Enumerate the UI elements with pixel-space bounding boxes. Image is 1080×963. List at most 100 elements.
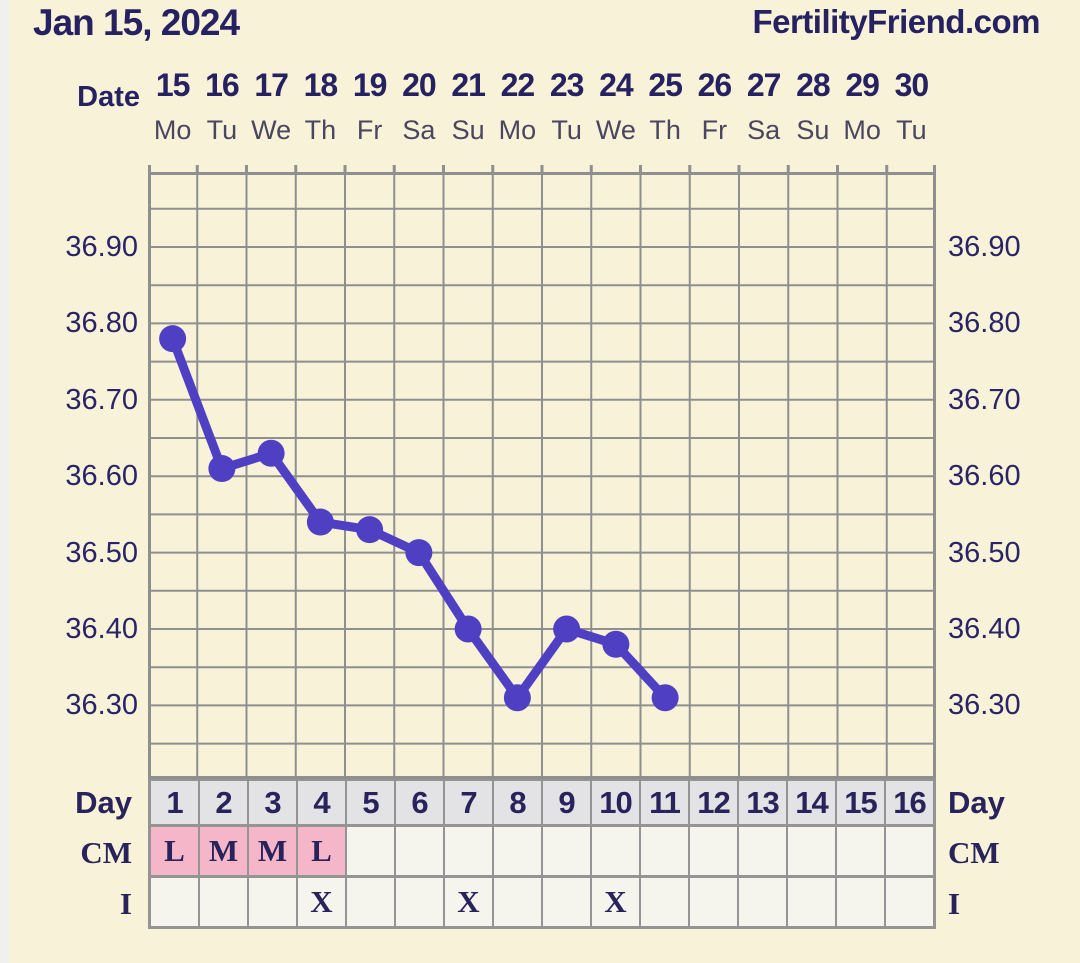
weekday-tick: We bbox=[251, 115, 292, 145]
cycle-day-cell: 7 bbox=[443, 781, 492, 824]
cycle-day-cell: 9 bbox=[541, 781, 590, 824]
date-axis-label: Date bbox=[77, 81, 140, 113]
i-row-label-left: I bbox=[119, 886, 132, 921]
intercourse-cell bbox=[541, 878, 590, 926]
weekday-tick: Tu bbox=[206, 115, 238, 145]
weekday-tick: We bbox=[595, 115, 636, 145]
date-tick: 15 bbox=[155, 67, 191, 103]
y-axis-label-left: 36.60 bbox=[65, 460, 138, 493]
cervical-mucus-cell bbox=[688, 827, 737, 875]
y-axis-label-left: 36.90 bbox=[65, 231, 138, 263]
cm-row-label-right: CM bbox=[948, 835, 1000, 870]
weekday-tick: Su bbox=[451, 115, 485, 145]
cervical-mucus-cell bbox=[639, 827, 688, 875]
date-tick: 19 bbox=[352, 67, 388, 103]
y-axis-label-left: 36.40 bbox=[65, 613, 138, 645]
temperature-point bbox=[553, 615, 581, 643]
intercourse-cell bbox=[639, 878, 688, 926]
intercourse-cell bbox=[737, 878, 786, 926]
date-tick: 18 bbox=[303, 67, 339, 103]
date-axis-row: 15 16 17 18 19 20 21 22 23 24 25 26 27 28 29 30 bbox=[148, 66, 936, 104]
site-logo-text: FertilityFriend.com bbox=[752, 3, 1040, 40]
temperature-point bbox=[306, 508, 334, 536]
chart-date-title: Jan 15, 2024 bbox=[33, 2, 240, 43]
intercourse-cell bbox=[884, 878, 933, 926]
cycle-day-cell: 1 bbox=[151, 781, 198, 824]
y-axis-label-right: 36.70 bbox=[948, 383, 1021, 416]
weekday-tick: Tu bbox=[551, 115, 582, 145]
weekday-tick: Su bbox=[796, 115, 830, 145]
cervical-mucus-cell bbox=[443, 827, 492, 875]
weekday-tick: Mo bbox=[153, 115, 192, 145]
cervical-mucus-cell bbox=[786, 827, 835, 875]
left-edge-strip bbox=[0, 0, 9, 963]
cycle-day-cell: 8 bbox=[492, 781, 541, 824]
date-tick: 21 bbox=[451, 67, 486, 103]
cycle-day-cell: 15 bbox=[835, 781, 884, 824]
cycle-day-cell: 14 bbox=[786, 781, 835, 824]
temperature-point bbox=[356, 516, 384, 544]
day-row-label-right: Day bbox=[948, 785, 1005, 820]
temperature-point bbox=[602, 630, 630, 658]
cervical-mucus-cell bbox=[492, 827, 541, 875]
intercourse-cell bbox=[198, 878, 247, 926]
weekday-tick: Th bbox=[304, 115, 337, 145]
weekday-tick: Tu bbox=[896, 115, 927, 145]
i-row-label-right: I bbox=[948, 886, 961, 921]
y-axis-label-right: 36.80 bbox=[948, 307, 1021, 340]
cycle-day-cell: 16 bbox=[884, 781, 933, 824]
cycle-day-cell: 4 bbox=[296, 781, 345, 824]
cycle-day-row: 1 2 3 4 5 6 7 8 9 10 11 12 13 14 15 16 bbox=[148, 779, 936, 827]
intercourse-cell bbox=[151, 878, 198, 926]
intercourse-cell: X bbox=[443, 878, 492, 926]
cycle-day-cell: 10 bbox=[590, 781, 639, 824]
cycle-day-cell: 2 bbox=[198, 781, 247, 824]
temperature-point bbox=[257, 439, 285, 467]
cervical-mucus-cell bbox=[884, 827, 933, 875]
intercourse-cell: X bbox=[296, 878, 345, 926]
bbt-line-chart bbox=[148, 165, 936, 779]
date-tick: 28 bbox=[796, 67, 831, 103]
y-axis-label-left: 36.70 bbox=[65, 383, 138, 416]
cycle-day-cell: 6 bbox=[394, 781, 443, 824]
day-row-label-left: Day bbox=[75, 785, 132, 820]
cervical-mucus-cell bbox=[345, 827, 394, 875]
date-tick: 29 bbox=[845, 67, 880, 103]
y-axis-label-right: 36.40 bbox=[948, 613, 1021, 645]
cycle-day-cell: 13 bbox=[737, 781, 786, 824]
weekday-tick: Mo bbox=[843, 115, 881, 145]
cervical-mucus-cell: M bbox=[247, 827, 296, 875]
temperature-point bbox=[454, 615, 482, 643]
cervical-mucus-cell bbox=[590, 827, 639, 875]
weekday-tick: Th bbox=[649, 115, 681, 145]
cervical-mucus-cell: M bbox=[198, 827, 247, 875]
y-axis-label-right: 36.60 bbox=[948, 460, 1021, 493]
cycle-day-cell: 5 bbox=[345, 781, 394, 824]
weekday-tick: Fr bbox=[701, 115, 728, 145]
intercourse-cell: X bbox=[590, 878, 639, 926]
intercourse-cell bbox=[786, 878, 835, 926]
date-tick: 16 bbox=[205, 67, 240, 103]
intercourse-cell bbox=[345, 878, 394, 926]
weekday-tick: Mo bbox=[498, 115, 537, 145]
temperature-point bbox=[503, 684, 531, 712]
y-axis-label-right: 36.90 bbox=[948, 231, 1021, 263]
cervical-mucus-cell bbox=[394, 827, 443, 875]
date-tick: 26 bbox=[697, 67, 733, 103]
date-tick: 25 bbox=[648, 67, 683, 103]
cycle-day-cell: 3 bbox=[247, 781, 296, 824]
cervical-mucus-cell: L bbox=[296, 827, 345, 875]
weekday-tick: Sa bbox=[747, 115, 781, 145]
date-tick: 27 bbox=[746, 67, 782, 103]
intercourse-cell bbox=[492, 878, 541, 926]
date-tick: 22 bbox=[500, 67, 536, 103]
cervical-mucus-cell: L bbox=[151, 827, 198, 875]
date-tick: 17 bbox=[254, 67, 289, 103]
intercourse-cell bbox=[835, 878, 884, 926]
y-axis-label-right: 36.30 bbox=[948, 689, 1021, 722]
intercourse-cell bbox=[247, 878, 296, 926]
date-tick: 20 bbox=[402, 67, 437, 103]
